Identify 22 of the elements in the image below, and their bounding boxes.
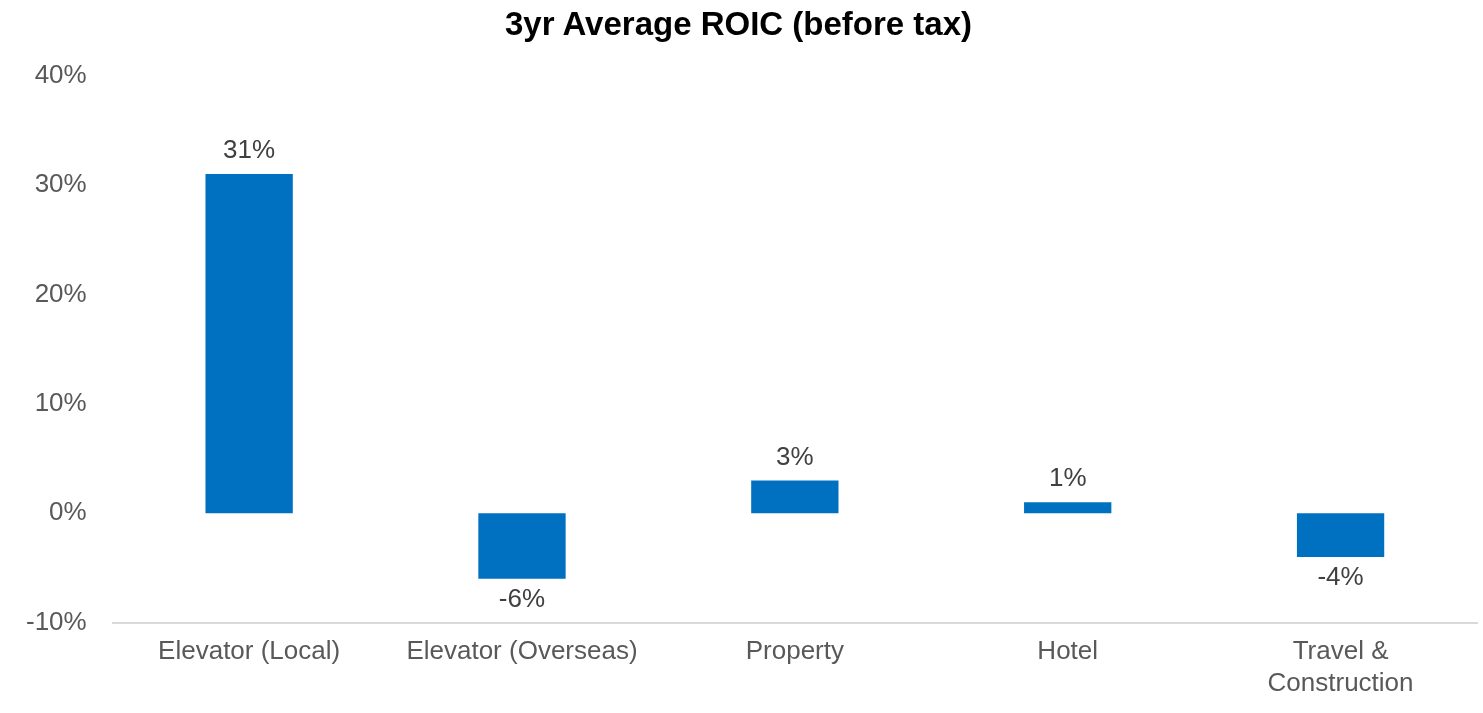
y-tick-label: 0% [49, 496, 87, 527]
data-label: 31% [223, 134, 276, 165]
bar [1296, 513, 1385, 557]
x-tick-label: Elevator (Local) [158, 635, 341, 666]
x-tick-label: Hotel [1037, 635, 1099, 666]
y-tick-label: -10% [25, 605, 87, 636]
x-tick-label: Travel & Construction [1267, 635, 1414, 697]
y-tick-label: 40% [34, 58, 87, 89]
bar [1024, 502, 1112, 514]
y-tick-label: 10% [34, 386, 87, 417]
bar [205, 174, 293, 514]
data-label: -4% [1317, 561, 1364, 592]
data-label: -6% [498, 583, 546, 614]
x-tick-label: Elevator (Overseas) [406, 635, 638, 666]
data-label: 3% [776, 440, 814, 471]
data-label: 1% [1048, 462, 1087, 493]
bar [751, 480, 839, 514]
y-tick-label: 30% [34, 168, 87, 199]
y-tick-label: 20% [34, 277, 87, 308]
x-tick-label: Property [745, 635, 844, 666]
bar [478, 513, 566, 579]
chart-title: 3yr Average ROIC (before tax) [504, 4, 973, 42]
